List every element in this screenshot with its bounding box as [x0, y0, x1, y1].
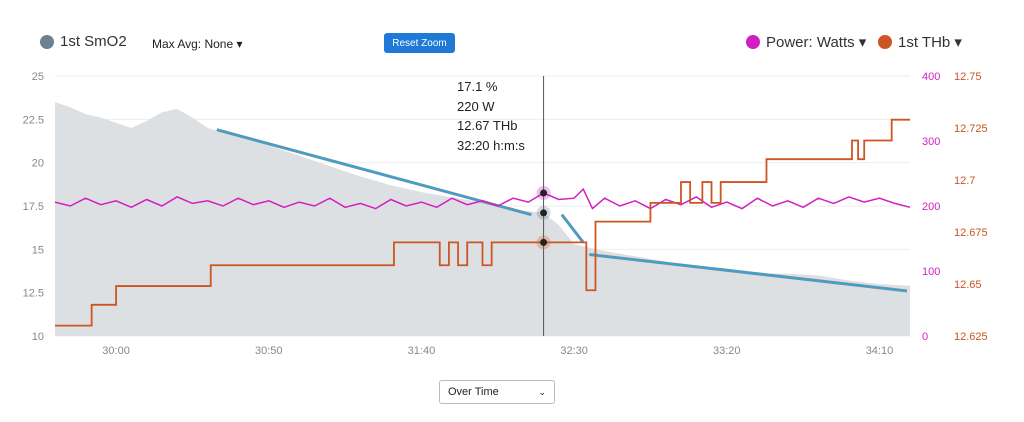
tooltip: 17.1 % 220 W 12.67 THb 32:20 h:m:s — [457, 77, 525, 155]
thb-dot-icon — [878, 35, 892, 49]
y-power-tick-label: 100 — [922, 266, 940, 278]
x-tick-label: 30:50 — [255, 345, 283, 357]
y-left-tick-label: 12.5 — [23, 288, 44, 300]
trend-line — [589, 253, 908, 292]
legend-smo2-label: 1st SmO2 — [60, 33, 127, 50]
power-marker — [540, 189, 548, 197]
legend-power[interactable]: Power: Watts ▾ — [746, 33, 866, 51]
y-thb-tick-label: 12.725 — [954, 123, 988, 135]
power-line — [54, 187, 911, 210]
y-left-tick-label: 22.5 — [23, 114, 44, 126]
y-thb-tick-label: 12.65 — [954, 279, 982, 291]
trend-line — [216, 129, 532, 216]
x-tick-label: 34:10 — [866, 345, 894, 357]
tooltip-time: 32:20 h:m:s — [457, 137, 525, 153]
y-left-tick-label: 25 — [32, 71, 44, 83]
x-tick-label: 31:40 — [408, 345, 436, 357]
chart[interactable]: 10 12.5 15 17.5 20 22.5 25 0 100 200 300 400 12.625 1… — [0, 0, 1024, 370]
x-tick-label: 32:30 — [560, 345, 588, 357]
thb-line — [55, 118, 910, 327]
mode-select[interactable]: Over Time ⌄ — [439, 380, 555, 404]
y-left-tick-label: 20 — [32, 158, 44, 170]
tooltip-thb: 12.67 THb — [457, 118, 518, 133]
y-left-tick-label: 15 — [32, 244, 44, 256]
thb-marker — [540, 238, 548, 246]
x-tick-label: 30:00 — [102, 345, 130, 357]
smo2-marker — [540, 209, 548, 217]
tooltip-smo2: 17.1 % — [457, 79, 498, 94]
tooltip-power: 220 W — [457, 98, 495, 114]
y-power-tick-label: 300 — [922, 136, 940, 148]
y-left-tick-label: 17.5 — [23, 201, 44, 213]
y-left-tick-label: 10 — [32, 331, 44, 343]
legend-thb[interactable]: 1st THb ▾ — [878, 33, 962, 51]
y-thb-tick-label: 12.7 — [954, 175, 975, 187]
legend-thb-label: 1st THb ▾ — [898, 34, 962, 51]
y-power-tick-label: 400 — [922, 71, 940, 83]
chevron-down-icon: ⌄ — [538, 386, 546, 397]
smo2-dot-icon — [40, 34, 54, 49]
y-thb-tick-label: 12.75 — [954, 71, 982, 83]
y-power-tick-label: 0 — [922, 331, 928, 343]
legend-smo2[interactable]: 1st SmO2 — [40, 33, 127, 50]
y-thb-tick-label: 12.625 — [954, 331, 988, 343]
trend-line — [561, 214, 584, 243]
power-dot-icon — [746, 35, 760, 49]
legend-power-label: Power: Watts ▾ — [766, 34, 867, 51]
y-power-tick-label: 200 — [922, 201, 940, 213]
reset-zoom-button[interactable]: Reset Zoom — [384, 33, 455, 53]
x-tick-label: 33:20 — [713, 345, 741, 357]
mode-select-value: Over Time — [448, 386, 499, 398]
max-avg-dropdown[interactable]: Max Avg: None ▾ — [152, 37, 243, 51]
smo2-area — [55, 102, 910, 336]
y-thb-tick-label: 12.675 — [954, 227, 988, 239]
